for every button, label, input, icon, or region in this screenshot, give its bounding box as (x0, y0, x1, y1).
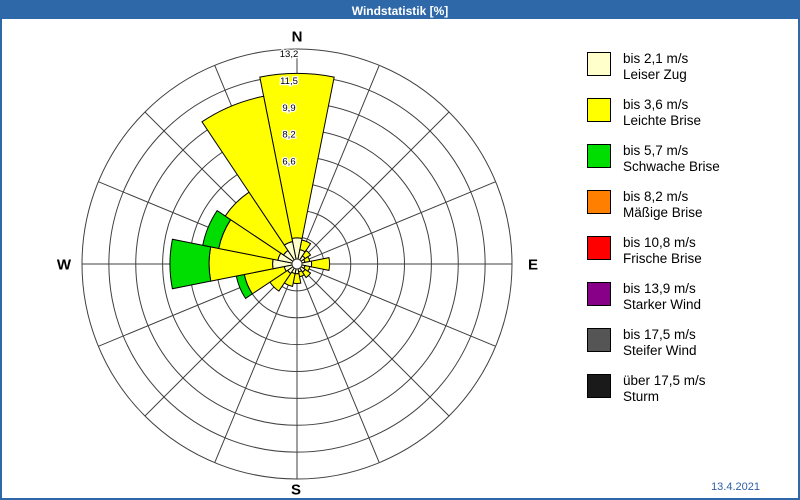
ring-label: 8,2 (282, 130, 295, 141)
grid-spoke (296, 263, 380, 463)
compass-label-east: E (527, 256, 539, 274)
rose-segment (310, 257, 331, 271)
legend-text: bis 10,8 m/s Frische Brise (623, 235, 702, 267)
legend-text: bis 13,9 m/s Starker Wind (623, 281, 701, 313)
legend-swatch (587, 144, 611, 168)
legend-name: Schwache Brise (623, 159, 720, 174)
window-title: Windstatistik [%] (351, 3, 449, 18)
grid-spoke (296, 263, 496, 347)
grid-spoke (144, 263, 298, 417)
legend-swatch (587, 98, 611, 122)
legend-swatch (587, 52, 611, 76)
legend-speed: bis 17,5 m/s (623, 327, 696, 342)
legend-text: bis 3,6 m/s Leichte Brise (623, 97, 701, 129)
compass-label-north: N (291, 28, 303, 46)
legend-swatch (587, 236, 611, 260)
legend-text: über 17,5 m/s Sturm (623, 373, 706, 405)
legend-speed: über 17,5 m/s (623, 373, 706, 388)
grid-spoke (296, 111, 450, 265)
legend-item: bis 3,6 m/s Leichte Brise (587, 97, 720, 131)
legend-name: Leichte Brise (623, 113, 702, 128)
legend-speed: bis 8,2 m/s (623, 189, 689, 204)
rose-segment (299, 239, 312, 253)
legend-swatch (587, 328, 611, 352)
rose-segment (201, 95, 294, 246)
compass-label-south: S (290, 481, 302, 499)
legend-name: Leiser Zug (623, 67, 687, 82)
ring-label: 11,5 (280, 76, 298, 87)
legend-text: bis 5,7 m/s Schwache Brise (623, 143, 720, 175)
windrose-chart-area: 6,6 8,2 9,9 11,5 13,2 (2, 19, 582, 498)
legend-swatch (587, 374, 611, 398)
legend-item: bis 13,9 m/s Starker Wind (587, 281, 720, 315)
legend-item: bis 10,8 m/s Frische Brise (587, 235, 720, 269)
grid-spoke (296, 65, 380, 265)
legend-item: bis 5,7 m/s Schwache Brise (587, 143, 720, 177)
grid-spoke (296, 263, 450, 417)
ring-label: 6,6 (282, 157, 295, 168)
legend-text: bis 8,2 m/s Mäßige Brise (623, 189, 703, 221)
legend-name: Steifer Wind (623, 343, 697, 358)
legend-speed: bis 13,9 m/s (623, 281, 696, 296)
legend: bis 2,1 m/s Leiser Zug bis 3,6 m/s Leichte … (587, 51, 720, 420)
legend-name: Mäßige Brise (623, 205, 703, 220)
ring-label: 13,2 (280, 49, 299, 60)
rose-segment (169, 238, 212, 290)
legend-item: bis 17,5 m/s Steifer Wind (587, 327, 720, 361)
rose-segment (259, 73, 335, 240)
legend-name: Starker Wind (623, 297, 702, 312)
grid-spoke (214, 263, 298, 463)
compass-label-west: W (56, 256, 72, 274)
legend-speed: bis 5,7 m/s (623, 143, 689, 158)
legend-text: bis 2,1 m/s Leiser Zug (623, 51, 688, 83)
date-label: 13.4.2021 (711, 481, 760, 493)
windrose-chart: 6,6 8,2 9,9 11,5 13,2 (81, 48, 513, 480)
legend-swatch (587, 190, 611, 214)
legend-speed: bis 2,1 m/s (623, 51, 689, 66)
title-bar: Windstatistik [%] (2, 2, 798, 19)
legend-speed: bis 3,6 m/s (623, 97, 689, 112)
legend-name: Frische Brise (623, 251, 702, 266)
legend-name: Sturm (623, 389, 660, 404)
grid-spoke (296, 181, 496, 265)
legend-item: über 17,5 m/s Sturm (587, 373, 720, 407)
legend-speed: bis 10,8 m/s (623, 235, 696, 250)
legend-item: bis 8,2 m/s Mäßige Brise (587, 189, 720, 223)
legend-text: bis 17,5 m/s Steifer Wind (623, 327, 697, 359)
center-marker (291, 258, 303, 270)
legend-item: bis 2,1 m/s Leiser Zug (587, 51, 720, 85)
legend-swatch (587, 282, 611, 306)
ring-label: 9,9 (282, 103, 295, 114)
